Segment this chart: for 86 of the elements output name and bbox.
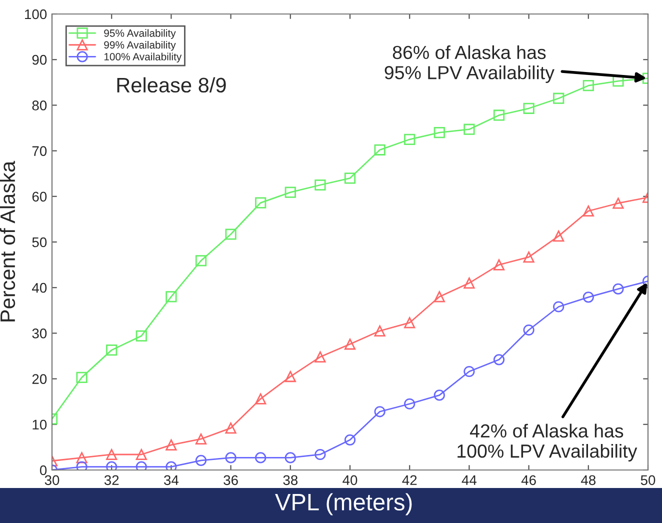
point <box>374 144 386 156</box>
point <box>404 317 416 328</box>
point <box>195 433 207 445</box>
point <box>582 80 594 92</box>
point <box>195 255 207 266</box>
x-tick-label: 38 <box>283 475 298 486</box>
y-axis-title: Percent of Alaska <box>0 160 16 322</box>
point <box>493 354 505 366</box>
x-tick-label: 48 <box>580 475 596 486</box>
point <box>106 344 118 356</box>
x-tick-label: 50 <box>640 475 656 486</box>
point <box>404 398 416 410</box>
y-tick-label: 40 <box>32 282 47 293</box>
point <box>553 92 564 104</box>
point <box>136 461 147 470</box>
y-tick-label: 80 <box>32 100 47 110</box>
point <box>404 134 416 145</box>
point <box>166 461 177 470</box>
x-tick-label: 40 <box>342 475 358 486</box>
x-tick-label: 36 <box>224 475 238 486</box>
point <box>106 448 118 460</box>
point <box>523 324 534 336</box>
point <box>284 370 296 382</box>
point <box>434 127 445 138</box>
point <box>582 292 594 303</box>
x-tick-label: 34 <box>164 475 179 486</box>
point <box>553 230 564 242</box>
y-tick-label: 90 <box>32 54 47 65</box>
point <box>464 124 475 135</box>
point <box>314 448 326 460</box>
y-tick-label: 10 <box>32 420 47 430</box>
annotation: 86% of Alaska has 95% LPV Availability <box>384 45 554 83</box>
point <box>344 172 356 184</box>
point <box>284 186 296 198</box>
point <box>523 102 534 114</box>
point <box>225 422 236 434</box>
annotation: 42% of Alaska has 100% LPV Availability <box>458 424 638 462</box>
point <box>225 452 236 464</box>
point <box>314 351 326 362</box>
point <box>493 259 505 270</box>
x-tick-label: 30 <box>44 475 60 486</box>
point <box>106 461 118 470</box>
point <box>76 372 88 383</box>
point <box>523 251 534 263</box>
legend-label: 99% Availability <box>104 40 176 51</box>
point <box>284 452 296 464</box>
point <box>612 283 624 295</box>
point <box>434 291 445 302</box>
point <box>166 439 177 450</box>
y-tick-label: 50 <box>32 237 47 248</box>
point <box>553 301 564 312</box>
point <box>464 366 475 378</box>
point <box>225 228 236 240</box>
annotation: Release 8/9 <box>117 77 226 93</box>
legend-label: 100% Availability <box>104 52 182 62</box>
point <box>314 179 326 191</box>
point <box>136 330 147 342</box>
point <box>255 197 266 208</box>
point <box>76 452 88 464</box>
x-axis-title: VPL (meters) <box>275 493 412 516</box>
point <box>374 325 386 336</box>
point <box>434 390 445 401</box>
y-tick-label: 70 <box>32 146 47 156</box>
x-tick-label: 42 <box>402 475 417 485</box>
x-tick-label: 32 <box>104 475 119 486</box>
y-tick-label: 60 <box>32 192 47 202</box>
y-tick-label: 0 <box>40 465 47 476</box>
point <box>493 110 505 121</box>
point <box>612 198 624 209</box>
point <box>582 205 594 217</box>
point <box>166 291 177 302</box>
point <box>464 277 475 289</box>
x-tick-label: 46 <box>521 475 536 486</box>
point <box>195 454 207 466</box>
legend-label: 95% Availability <box>104 29 176 39</box>
point <box>76 461 88 470</box>
point <box>374 406 386 418</box>
y-tick-label: 20 <box>32 374 47 384</box>
x-tick-label: 44 <box>462 475 477 485</box>
point <box>344 338 356 350</box>
point <box>136 448 147 460</box>
point <box>344 434 356 446</box>
point <box>255 393 266 404</box>
y-tick-label: 100 <box>25 9 47 20</box>
y-tick-label: 30 <box>32 328 47 338</box>
point <box>255 452 266 464</box>
